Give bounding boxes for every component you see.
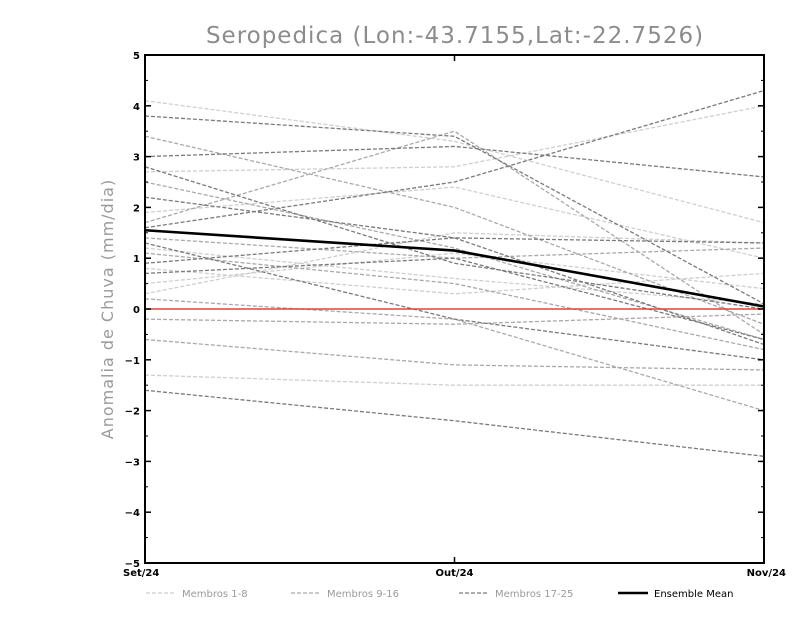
x-tick-label: Set/24 <box>123 568 159 579</box>
y-tick-label: −4 <box>125 508 140 519</box>
series-line-20 <box>144 196 765 346</box>
y-tick-label: 0 <box>133 305 140 316</box>
chart-title: Seropedica (Lon:-43.7155,Lat:-22.7526) <box>206 23 704 49</box>
x-tick-label: Nov/24 <box>747 568 786 579</box>
y-tick-label: −3 <box>125 457 140 468</box>
series-line-25 <box>144 389 765 457</box>
y-axis-label: Anomalia de Chuva (mm/dia) <box>98 179 117 439</box>
series-line-22 <box>144 257 765 341</box>
y-tick-label: 5 <box>133 51 140 62</box>
series-line-15 <box>144 181 765 341</box>
series-line-9 <box>144 135 765 325</box>
legend-label-1: Membros 1-8 <box>182 589 248 600</box>
series-line-24 <box>144 166 765 310</box>
series-layer <box>144 89 765 457</box>
y-tick-label: 1 <box>133 254 140 265</box>
y-ticks: −5 −4 −3 −2 −1 0 1 2 3 4 5 <box>125 51 764 570</box>
y-tick-label: −2 <box>125 407 140 418</box>
series-line-7 <box>144 247 765 305</box>
series-line-23 <box>144 242 765 361</box>
y-tick-label: 4 <box>133 102 140 113</box>
series-line-18 <box>144 145 765 178</box>
ensemble-mean-line <box>144 228 765 308</box>
series-line-12 <box>144 237 765 259</box>
series-line-6 <box>144 374 764 386</box>
series-line-19 <box>144 89 765 229</box>
legend-label-4: Ensemble Mean <box>654 589 733 600</box>
series-line-4 <box>144 252 765 290</box>
legend-label-3: Membros 17-25 <box>495 589 573 600</box>
series-line-8 <box>144 267 765 295</box>
series-line-14 <box>144 252 765 351</box>
y-tick-label: 2 <box>133 203 140 214</box>
series-line-11 <box>144 338 765 371</box>
y-tick-label: −1 <box>125 356 140 367</box>
series-line-1 <box>144 100 765 224</box>
y-tick-label: −5 <box>125 559 140 570</box>
series-line-2 <box>144 105 765 173</box>
series-line-21 <box>144 237 765 264</box>
x-ticks: Set/24 Out/24 Nov/24 <box>123 55 786 579</box>
y-tick-label: 3 <box>133 153 140 164</box>
series-line-16 <box>144 313 765 325</box>
series-line-17 <box>144 115 765 305</box>
legend: Membros 1-8 Membros 9-16 Membros 17-25 Ense… <box>146 589 733 600</box>
legend-label-2: Membros 9-16 <box>327 589 399 600</box>
x-tick-label: Out/24 <box>436 568 474 579</box>
series-line-13 <box>144 298 765 412</box>
